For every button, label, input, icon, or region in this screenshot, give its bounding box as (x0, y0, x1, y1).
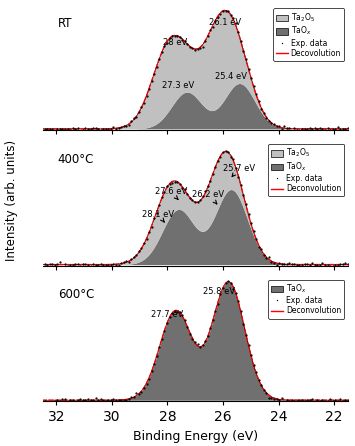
Text: 600°C: 600°C (58, 289, 94, 301)
Text: 400°C: 400°C (58, 153, 94, 165)
X-axis label: Binding Energy (eV): Binding Energy (eV) (133, 430, 258, 443)
Text: 27.7 eV: 27.7 eV (151, 310, 183, 319)
Legend: TaO$_x$, Exp. data, Deconvolution: TaO$_x$, Exp. data, Deconvolution (268, 280, 344, 318)
Text: Intensity (arb. units): Intensity (arb. units) (5, 140, 18, 261)
Text: 27.3 eV: 27.3 eV (162, 81, 194, 90)
Text: 27.6 eV: 27.6 eV (155, 187, 187, 199)
Text: RT: RT (58, 17, 72, 30)
Text: 25.8 eV: 25.8 eV (203, 287, 235, 296)
Text: 28 eV: 28 eV (163, 38, 187, 47)
Text: 28.1 eV: 28.1 eV (142, 210, 174, 222)
Text: 25.7 eV: 25.7 eV (223, 164, 255, 177)
Text: 26.2 eV: 26.2 eV (192, 190, 224, 204)
Text: 26.1 eV: 26.1 eV (209, 18, 241, 27)
Text: 25.4 eV: 25.4 eV (214, 72, 247, 81)
Legend: Ta$_2$O$_5$, TaO$_x$, Exp. data, Decovolution: Ta$_2$O$_5$, TaO$_x$, Exp. data, Decovol… (273, 8, 344, 61)
Legend: Ta$_2$O$_5$, TaO$_x$, Exp. data, Deconvolution: Ta$_2$O$_5$, TaO$_x$, Exp. data, Deconvo… (268, 144, 344, 197)
